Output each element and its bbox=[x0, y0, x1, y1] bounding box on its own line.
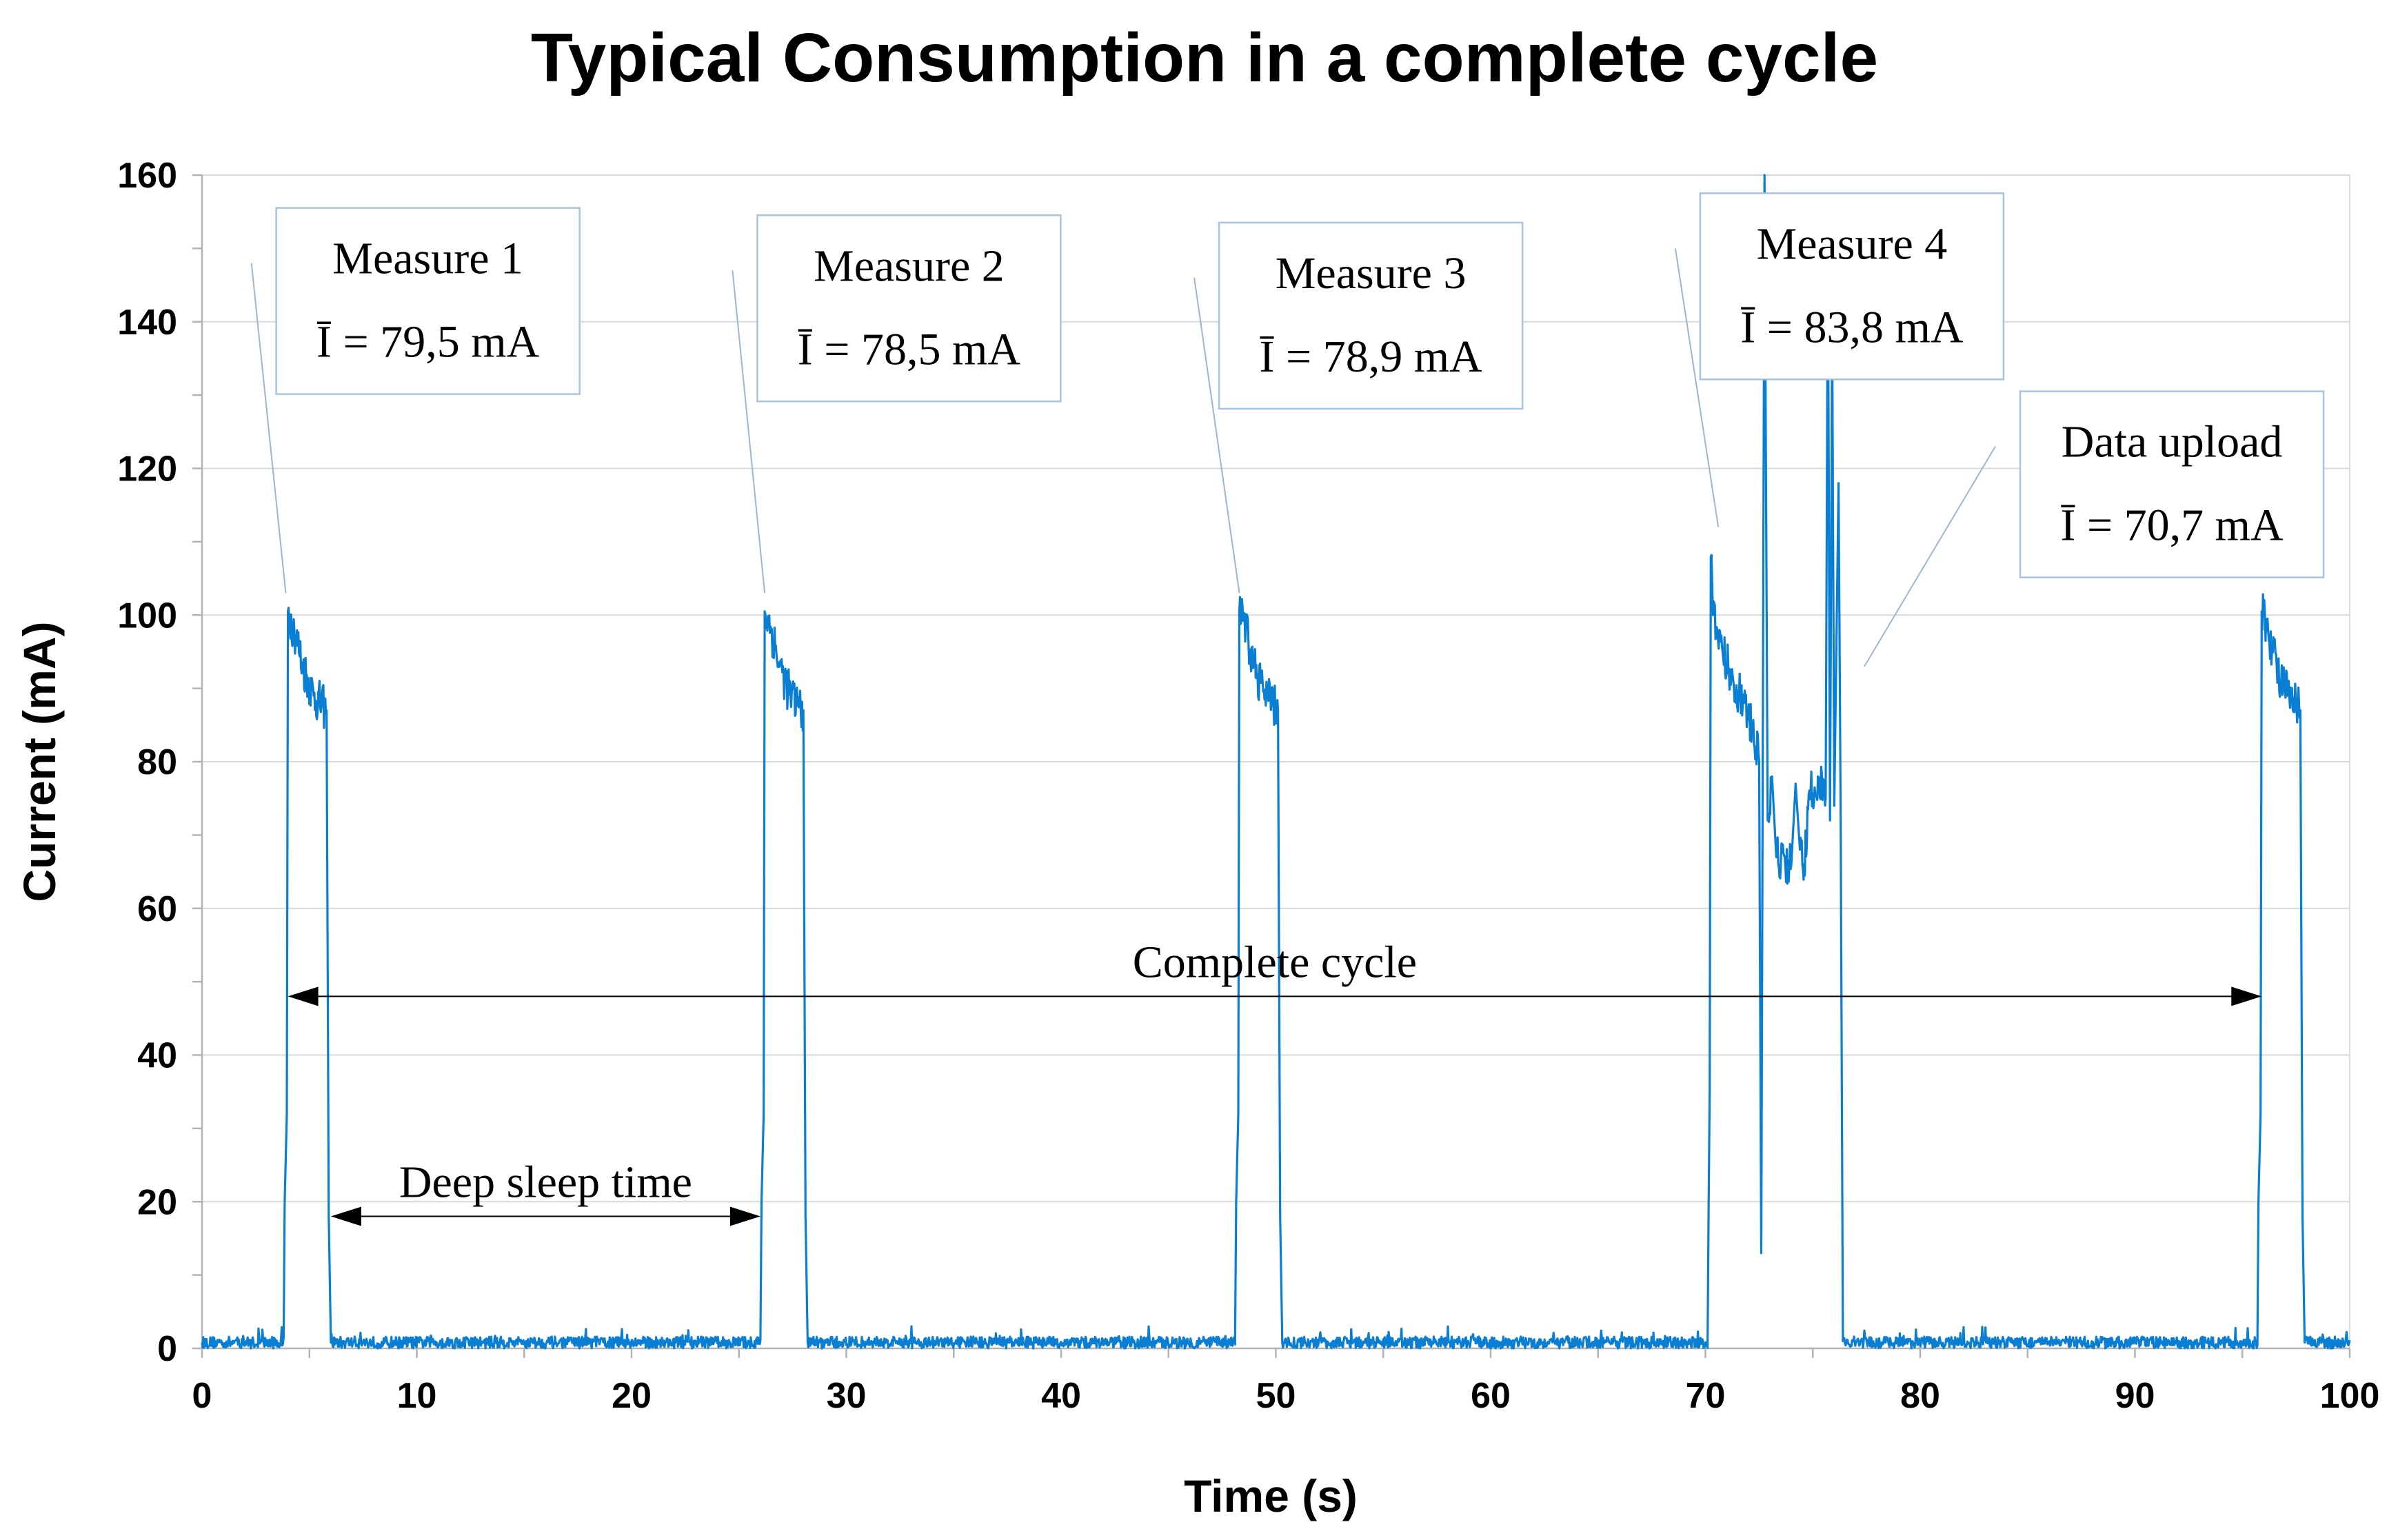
y-tick-label-60: 60 bbox=[137, 889, 177, 929]
complete-cycle-span: Complete cycle bbox=[288, 937, 2262, 1006]
measure-1-label: Measure 1 bbox=[332, 234, 523, 284]
x-axis-title: Time (s) bbox=[1184, 1470, 1358, 1521]
y-tick-label-80: 80 bbox=[137, 742, 177, 782]
measure-4-label: Measure 4 bbox=[1757, 219, 1948, 269]
deep-sleep-time-arrowhead-right bbox=[729, 1206, 760, 1226]
measure-1-callout-box bbox=[275, 207, 581, 395]
y-tick-label-20: 20 bbox=[137, 1182, 177, 1222]
x-tick-label-60: 60 bbox=[1471, 1376, 1511, 1416]
y-tick-label-0: 0 bbox=[157, 1329, 177, 1369]
x-tick-label-70: 70 bbox=[1686, 1376, 1726, 1416]
series-line-current bbox=[201, 174, 2351, 1350]
x-tick-label-30: 30 bbox=[827, 1376, 867, 1416]
data-upload-leader-line bbox=[1864, 446, 1996, 667]
measure-1-leader-line bbox=[250, 263, 287, 594]
x-tick-label-100: 100 bbox=[2320, 1376, 2380, 1416]
y-tick-label-120: 120 bbox=[117, 449, 177, 489]
x-tick-label-0: 0 bbox=[192, 1376, 212, 1416]
y-tick-label-40: 40 bbox=[137, 1036, 177, 1076]
deep-sleep-time-arrowhead-left bbox=[330, 1206, 361, 1226]
x-tick-label-50: 50 bbox=[1256, 1376, 1296, 1416]
measure-3-callout: Measure 3 Ī = 78,9 mA bbox=[1218, 221, 1524, 410]
measure-4-callout: Measure 4 Ī = 83,8 mA bbox=[1699, 192, 2005, 381]
measure-4-leader-line bbox=[1674, 248, 1720, 527]
data-series bbox=[201, 174, 2351, 1350]
measure-4-callout-box bbox=[1699, 192, 2005, 381]
data-upload-average-current: Ī = 70,7 mA bbox=[2060, 500, 2284, 551]
measure-4-average-current: Ī = 83,8 mA bbox=[1740, 302, 1964, 352]
x-tick-label-10: 10 bbox=[397, 1376, 437, 1416]
deep-sleep-time-span: Deep sleep time bbox=[330, 1157, 760, 1226]
measure-1-average-current: Ī = 79,5 mA bbox=[316, 317, 540, 367]
data-upload-callout: Data upload Ī = 70,7 mA bbox=[2019, 390, 2325, 578]
axes: 0 20 40 60 80 100 120 140 160 0 10 20 30 40 50 60 70 80 90… bbox=[117, 156, 2379, 1416]
measure-3-label: Measure 3 bbox=[1276, 248, 1467, 298]
chart-title: Typical Consumption in a complete cycle bbox=[531, 19, 1878, 97]
annotations: Measure 1 Ī = 79,5 mA Measure 2 Ī = 78,5 mA… bbox=[250, 192, 2325, 1226]
measure-2-callout: Measure 2 Ī = 78,5 mA bbox=[756, 214, 1062, 403]
y-tick-label-160: 160 bbox=[117, 156, 177, 196]
complete-cycle-arrowhead-right bbox=[2231, 986, 2262, 1006]
measure-2-callout-box bbox=[756, 214, 1062, 403]
x-tick-label-80: 80 bbox=[1900, 1376, 1940, 1416]
measure-3-callout-box bbox=[1218, 221, 1524, 410]
complete-cycle-arrowhead-left bbox=[288, 986, 319, 1006]
measure-3-average-current: Ī = 78,9 mA bbox=[1260, 332, 1483, 382]
measure-2-leader-line bbox=[732, 270, 766, 594]
data-upload-label: Data upload bbox=[2062, 417, 2283, 467]
y-tick-label-140: 140 bbox=[117, 303, 177, 343]
y-axis-title: Current (mA) bbox=[14, 622, 65, 902]
x-tick-label-40: 40 bbox=[1041, 1376, 1081, 1416]
measure-3-leader-line bbox=[1193, 277, 1240, 594]
measure-2-average-current: Ī = 78,5 mA bbox=[798, 324, 1021, 374]
complete-cycle-label: Complete cycle bbox=[1133, 937, 1417, 987]
data-upload-callout-box bbox=[2019, 390, 2325, 578]
deep-sleep-time-label: Deep sleep time bbox=[399, 1157, 692, 1208]
measure-1-callout: Measure 1 Ī = 79,5 mA bbox=[275, 207, 581, 395]
x-tick-label-90: 90 bbox=[2115, 1376, 2155, 1416]
y-tick-label-100: 100 bbox=[117, 596, 177, 636]
measure-2-label: Measure 2 bbox=[814, 241, 1005, 291]
x-tick-label-20: 20 bbox=[612, 1376, 652, 1416]
